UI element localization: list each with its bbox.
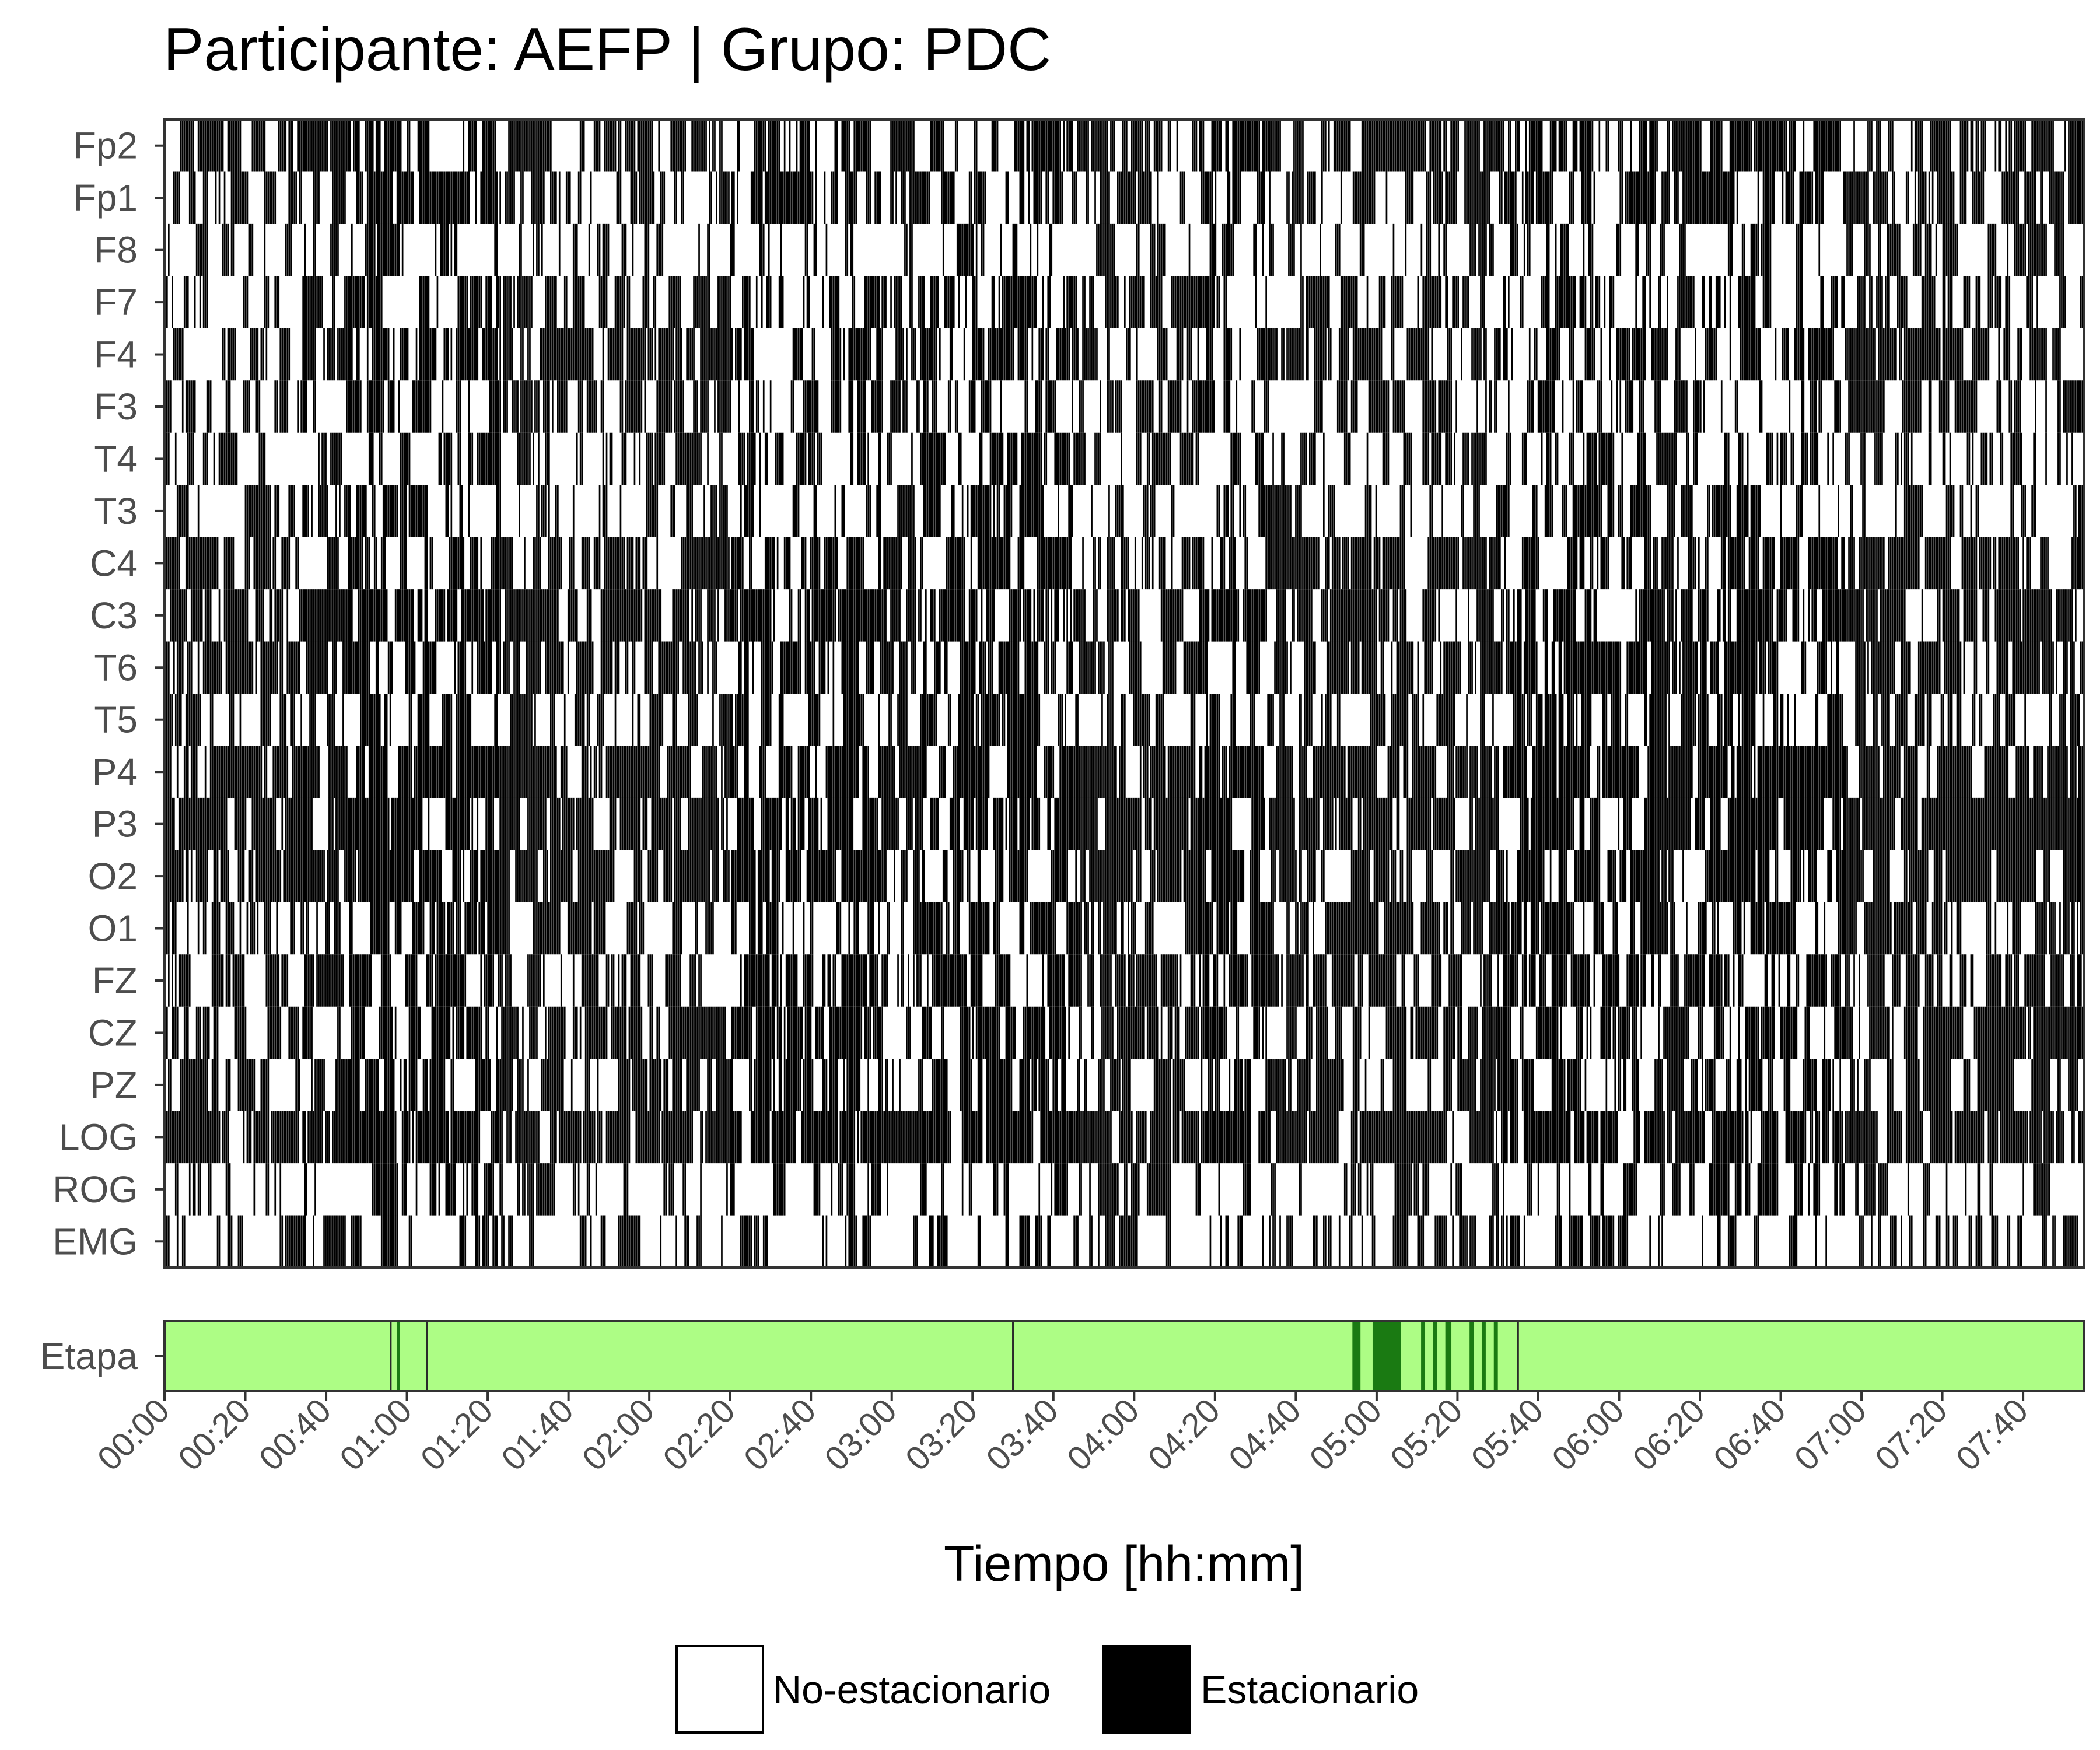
stage-marker <box>1433 1321 1437 1391</box>
y-tick-label: Fp1 <box>74 177 138 219</box>
y-tick-label: T3 <box>94 490 138 532</box>
y-tick-label: F4 <box>94 334 138 376</box>
stage-marker <box>1445 1321 1452 1391</box>
y-tick-label: F8 <box>94 229 138 271</box>
y-tick-label: C4 <box>90 542 138 584</box>
y-tick-label: FZ <box>92 960 138 1002</box>
stage-marker <box>397 1321 400 1391</box>
x-tick-label: 05:40 <box>1464 1391 1551 1478</box>
x-tick-label: 01:20 <box>414 1391 501 1478</box>
x-tick-label: 07:40 <box>1949 1391 2036 1478</box>
stage-marker <box>1469 1321 1474 1391</box>
y-tick-label: CZ <box>88 1012 138 1054</box>
heatmap-row-emg <box>166 1215 2078 1268</box>
y-tick-label: C3 <box>90 594 138 636</box>
x-tick-label: 03:40 <box>979 1391 1066 1478</box>
x-tick-label: 06:00 <box>1545 1391 1632 1478</box>
y-tick-label: O1 <box>88 908 138 950</box>
heatmap-row-f3 <box>166 380 2084 433</box>
x-tick-label: 05:20 <box>1383 1391 1470 1478</box>
stage-marker <box>1481 1321 1486 1391</box>
stage-axis-label: Etapa <box>40 1335 138 1377</box>
x-tick-label: 04:00 <box>1060 1391 1147 1478</box>
x-tick-label: 07:00 <box>1787 1391 1874 1478</box>
x-tick-label: 03:00 <box>817 1391 904 1478</box>
y-tick-label: P3 <box>92 803 138 845</box>
heatmap-row-fz <box>168 954 2082 1007</box>
y-tick-label: Fp2 <box>74 125 138 167</box>
stage-markers <box>390 1321 1519 1391</box>
y-tick-label: EMG <box>52 1220 138 1262</box>
time-axis: 00:0000:2000:4001:0001:2001:4002:0002:20… <box>90 1391 2036 1478</box>
legend-swatch-estacionario <box>1102 1645 1191 1734</box>
x-tick-label: 00:40 <box>252 1391 339 1478</box>
y-tick-label: F3 <box>94 386 138 428</box>
x-tick-label: 02:40 <box>737 1391 824 1478</box>
heatmap-row-c3 <box>170 589 2077 642</box>
y-tick-label: T5 <box>94 699 138 741</box>
y-tick-label: P4 <box>92 751 138 793</box>
x-tick-label: 06:20 <box>1626 1391 1713 1478</box>
x-axis-title: Tiempo [hh:mm] <box>944 1536 1304 1592</box>
x-tick-label: 01:00 <box>332 1391 419 1478</box>
heatmap-cells <box>164 120 2084 1268</box>
y-tick-label: PZ <box>90 1064 138 1106</box>
stage-marker <box>1421 1321 1426 1391</box>
heatmap-row-fp2 <box>180 120 2084 172</box>
y-tick-label: T6 <box>94 646 138 688</box>
y-tick-label: T4 <box>94 438 138 480</box>
legend-label-estacionario: Estacionario <box>1200 1668 1419 1712</box>
x-tick-label: 00:20 <box>171 1391 258 1478</box>
y-tick-label: LOG <box>59 1116 138 1158</box>
heatmap-border <box>163 118 2085 1269</box>
chart-title: Participante: AEFP | Grupo: PDC <box>163 16 1051 83</box>
x-tick-label: 03:20 <box>898 1391 985 1478</box>
x-tick-label: 04:20 <box>1140 1391 1227 1478</box>
x-tick-label: 07:20 <box>1868 1391 1955 1478</box>
heatmap-row-pz <box>168 1059 2078 1111</box>
x-tick-label: 02:00 <box>575 1391 662 1478</box>
y-tick-label: F7 <box>94 281 138 323</box>
stage-track-background <box>164 1321 2084 1391</box>
heatmap-row-t4 <box>166 432 2073 485</box>
heatmap-row-rog <box>174 1163 2050 1216</box>
x-tick-label: 04:40 <box>1222 1391 1308 1478</box>
heatmap-row-f8 <box>168 223 2064 276</box>
channel-axis: Fp2 Fp1 F8 F7 F4 F3 T4 T3 C4 C3 T6 T5 P4 P3 O2 O1 FZ CZ PZ… <box>52 125 164 1262</box>
legend: No-estacionario Estacionario <box>676 1645 1419 1734</box>
x-tick-label: 00:00 <box>90 1391 177 1478</box>
x-tick-label: 05:00 <box>1302 1391 1389 1478</box>
legend-swatch-no-estacionario <box>676 1645 764 1734</box>
y-tick-label: ROG <box>52 1168 138 1210</box>
legend-label-no-estacionario: No-estacionario <box>773 1668 1051 1712</box>
y-tick-label: O2 <box>88 855 138 897</box>
stage-marker <box>1372 1321 1401 1391</box>
x-tick-label: 01:40 <box>494 1391 581 1478</box>
heatmap-row-f4 <box>173 328 2061 381</box>
x-tick-label: 06:40 <box>1706 1391 1793 1478</box>
heatmap-row-t5 <box>164 694 2080 746</box>
heatmap-row-p3 <box>166 797 2084 850</box>
stage-marker <box>1493 1321 1498 1391</box>
stage-marker <box>1352 1321 1361 1391</box>
x-tick-label: 02:20 <box>656 1391 743 1478</box>
